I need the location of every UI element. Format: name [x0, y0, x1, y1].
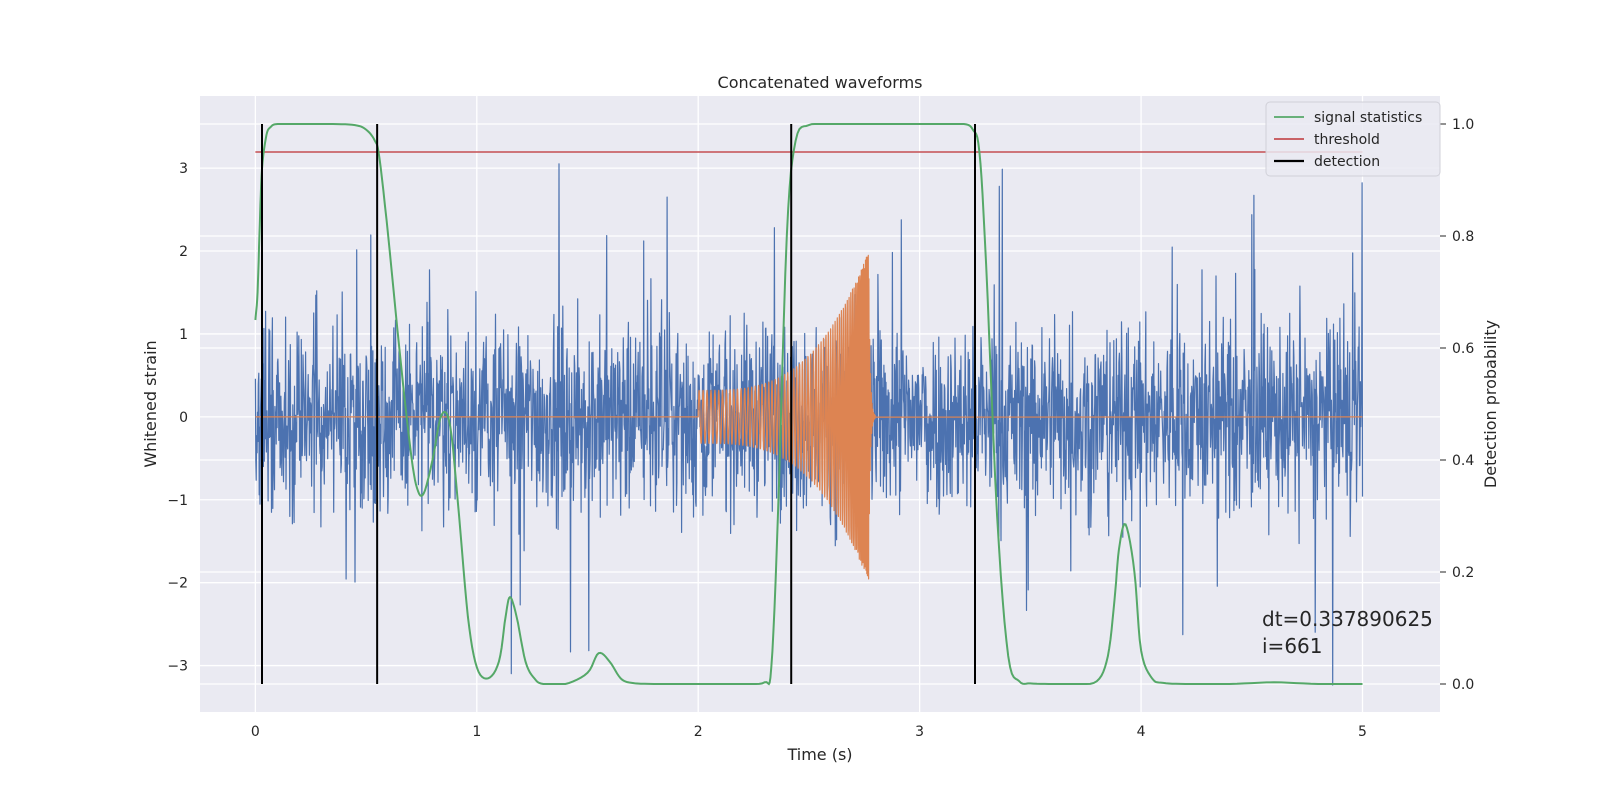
- x-tick-label: 5: [1358, 724, 1367, 740]
- dt-annotation: dt=0.337890625: [1262, 607, 1433, 631]
- left-y-tick-label: −2: [167, 576, 188, 592]
- left-y-tick-label: 2: [179, 244, 188, 260]
- legend-label: threshold: [1314, 132, 1380, 148]
- chart-title: Concatenated waveforms: [718, 73, 923, 92]
- x-tick-label: 2: [694, 724, 703, 740]
- x-axis-ticks: 0 1 2 3 4 5: [251, 724, 1367, 740]
- right-y-tick-label: 0.6: [1452, 341, 1474, 357]
- legend-box: [1265, 101, 1441, 177]
- left-y-axis-ticks: −3 −2 −1 0 1 2 3: [167, 161, 188, 674]
- x-axis-label: Time (s): [786, 745, 852, 764]
- series-layer: [254, 123, 1364, 686]
- left-y-tick-label: 3: [179, 161, 188, 177]
- right-y-axis-label: Detection probability: [1481, 320, 1500, 488]
- right-y-tick-label: 0.2: [1452, 565, 1474, 581]
- legend-label: detection: [1314, 154, 1380, 170]
- chirp-series: [255, 254, 1363, 580]
- x-tick-label: 4: [1137, 724, 1146, 740]
- left-y-tick-label: −1: [167, 493, 188, 509]
- right-y-tick-label: 0.8: [1452, 229, 1474, 245]
- left-y-tick-label: 1: [179, 327, 188, 343]
- x-tick-label: 3: [915, 724, 924, 740]
- legend: signal statistics threshold detection: [1265, 101, 1441, 177]
- annotations: dt=0.337890625 i=661: [1262, 607, 1433, 658]
- right-y-tick-label: 0.0: [1452, 677, 1474, 693]
- x-tick-label: 1: [472, 724, 481, 740]
- legend-label: signal statistics: [1314, 110, 1422, 126]
- left-y-tick-label: 0: [179, 410, 188, 426]
- right-y-tick-label: 1.0: [1452, 117, 1474, 133]
- left-y-axis-label: Whitened strain: [141, 340, 160, 467]
- x-tick-label: 0: [251, 724, 260, 740]
- signal-statistics-line: [254, 123, 1363, 686]
- index-annotation: i=661: [1262, 634, 1323, 658]
- left-y-tick-label: −3: [167, 659, 188, 675]
- right-y-axis-ticks: 0.0 0.2 0.4 0.6 0.8 1.0: [1440, 117, 1474, 693]
- detection-lines: [261, 124, 976, 684]
- right-y-tick-label: 0.4: [1452, 453, 1474, 469]
